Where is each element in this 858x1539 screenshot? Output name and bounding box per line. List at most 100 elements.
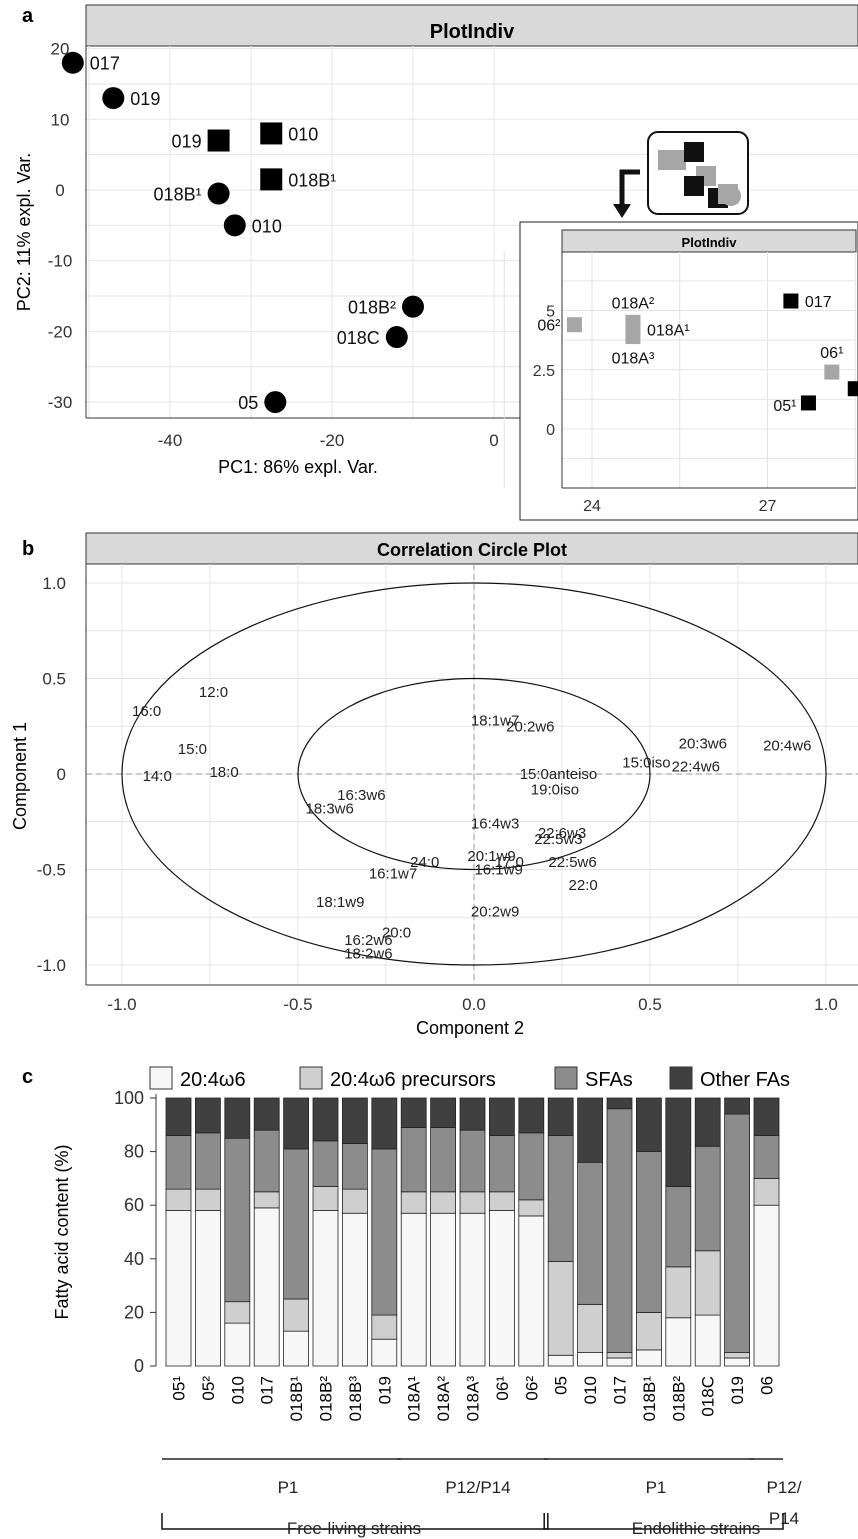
- sample-point: [260, 122, 283, 145]
- bar-segment: [694, 1314, 721, 1367]
- plotindiv-title: PlotIndiv: [430, 21, 515, 43]
- bar-segment: [753, 1204, 780, 1367]
- x-axis-label: PC1: 86% expl. Var.: [218, 457, 378, 477]
- category-label: 06: [758, 1376, 777, 1395]
- y-axis-label: Component 1: [10, 722, 30, 830]
- bar-segment: [665, 1317, 692, 1367]
- bar-segment: [694, 1250, 721, 1316]
- bar-segment: [194, 1132, 221, 1190]
- sample-point: [207, 182, 230, 205]
- category-label: 017: [258, 1376, 277, 1404]
- sample-point: [402, 295, 424, 318]
- x-tick-label: 1.0: [814, 995, 838, 1014]
- inset-sample-point: [800, 395, 816, 411]
- bar-segment: [253, 1191, 280, 1209]
- bar-segment: [636, 1349, 662, 1367]
- bar-segment: [194, 1188, 221, 1211]
- bar-segment: [753, 1097, 780, 1136]
- bar-segment: [430, 1191, 457, 1214]
- bar-segment: [577, 1097, 603, 1163]
- category-label: 019: [728, 1376, 747, 1404]
- bar-segment: [312, 1097, 339, 1142]
- inset-y-tick: 2.5: [533, 363, 555, 380]
- bar-segment: [371, 1338, 398, 1367]
- bar-segment: [753, 1135, 780, 1179]
- bar-segment: [547, 1354, 574, 1367]
- bar-segment: [341, 1188, 368, 1214]
- bar-segment: [165, 1097, 192, 1136]
- inset-sample-label: 06¹: [820, 345, 843, 362]
- bar-segment: [165, 1210, 192, 1367]
- inset-y-tick: 5: [546, 304, 555, 321]
- variable-label: 20:2w6: [506, 718, 554, 735]
- y-tick-label: -10: [48, 252, 73, 271]
- category-label: 05²: [199, 1376, 218, 1401]
- bar-segment: [371, 1314, 398, 1340]
- bar-segment: [459, 1129, 486, 1193]
- bar-segment: [724, 1113, 750, 1353]
- variable-label: 20:4w6: [763, 737, 811, 754]
- inset-sample-point: [824, 364, 840, 380]
- sample-label: 010: [288, 124, 318, 144]
- bar-segment: [665, 1186, 692, 1268]
- category-label: 06¹: [493, 1376, 512, 1401]
- plotindiv-title-strip: [85, 4, 858, 47]
- bar-segment: [694, 1145, 721, 1252]
- zoom-arrowhead: [613, 204, 631, 218]
- category-label: 018B²: [317, 1376, 336, 1422]
- correlation-title-strip: [85, 532, 858, 565]
- category-label: 018A³: [464, 1376, 483, 1422]
- bar-segment: [488, 1210, 515, 1367]
- fatty-acid-bar-panel: 20:4ω6 20:4ω6 precursors SFAs Other FAs 0 20 4…: [52, 1066, 802, 1538]
- bar-segment: [253, 1129, 280, 1193]
- group-label: P12/P14: [445, 1478, 510, 1497]
- y-tick-label: 60: [124, 1195, 144, 1215]
- zoom-thumb-point: [684, 142, 704, 162]
- variable-label: 19:0iso: [531, 781, 579, 798]
- zoom-arrow: [619, 169, 640, 206]
- variable-label: 22:0: [569, 877, 598, 894]
- bar-segment: [224, 1097, 251, 1139]
- y-tick-label: 1.0: [42, 574, 66, 593]
- group-label: P12/P14: [767, 1478, 802, 1528]
- bar-segment: [194, 1210, 221, 1367]
- bar-segment: [577, 1303, 603, 1353]
- variable-label: 20:1w9: [467, 848, 515, 865]
- bar-segment: [636, 1151, 662, 1313]
- y-tick-label: 80: [124, 1142, 144, 1162]
- variable-label: 16:0: [132, 703, 161, 720]
- legend-swatch: [149, 1066, 173, 1090]
- category-label: 018B¹: [287, 1376, 306, 1422]
- legend-swatch: [669, 1066, 693, 1090]
- bar-segment: [430, 1097, 457, 1128]
- variable-label: 15:0anteiso: [520, 766, 598, 783]
- bar-segment: [400, 1191, 427, 1214]
- y-tick-label: 10: [51, 110, 70, 129]
- legend-swatch: [299, 1066, 323, 1090]
- bar-segment: [283, 1148, 310, 1300]
- bar-segment: [724, 1357, 750, 1367]
- bar-segment: [371, 1148, 398, 1316]
- correlation-circle-panel: Correlation Circle Plot 1.0 0.5 0 -0.5 -1.0 -1…: [10, 532, 858, 1038]
- inset-sample-point: [566, 317, 582, 333]
- x-tick-label: -20: [320, 431, 345, 450]
- bar-segment: [606, 1352, 633, 1359]
- y-tick-label: -0.5: [37, 861, 66, 880]
- inset-sample-point: [625, 329, 641, 345]
- variable-label: 22:4w6: [672, 758, 720, 775]
- bar-segment: [606, 1097, 633, 1110]
- bar-segment: [253, 1207, 280, 1367]
- y-tick-label: 20: [51, 40, 70, 59]
- y-tick-label: 0: [55, 181, 64, 200]
- category-label: 018C: [699, 1376, 718, 1417]
- bar-segment: [165, 1135, 192, 1190]
- sample-point: [223, 214, 246, 237]
- bar-segment: [400, 1212, 427, 1367]
- inset-sample-label: 018A³: [612, 351, 655, 368]
- plotindiv-panel: PlotIndiv 20 10 0 -10 -20 -30 -40 -20 0 PC1: 86% e…: [14, 4, 858, 521]
- group-label: P1: [278, 1478, 299, 1497]
- y-tick-label: 0: [134, 1356, 144, 1376]
- inset-x-tick: 24: [583, 498, 601, 515]
- supergroup-bracket: [543, 1513, 784, 1530]
- category-label: 019: [375, 1376, 394, 1404]
